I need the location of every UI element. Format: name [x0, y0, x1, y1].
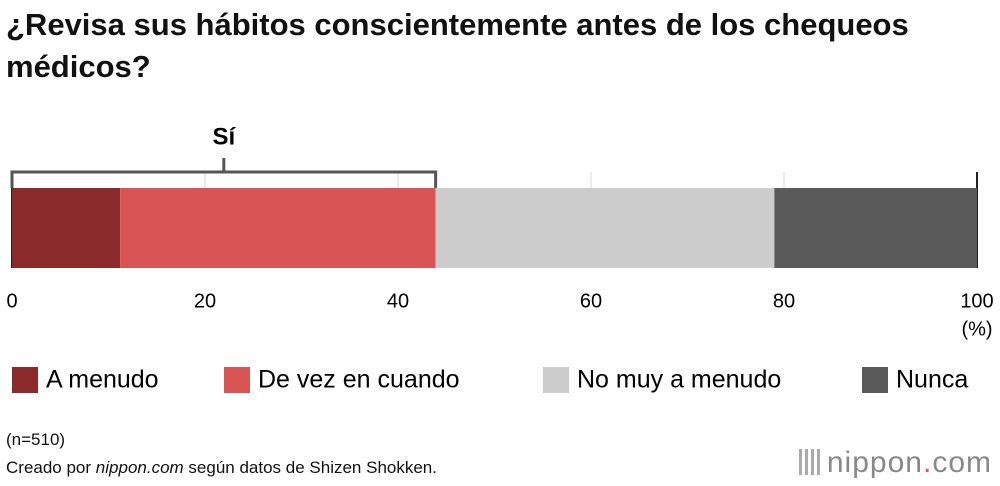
legend-label: Nunca: [896, 366, 968, 394]
logo: nippon.com: [798, 446, 992, 480]
x-tick-label: 60: [580, 290, 602, 312]
bar-segment: [435, 188, 775, 268]
legend-label: No muy a menudo: [577, 366, 781, 394]
legend-swatch: [224, 367, 250, 393]
x-tick-label: 20: [194, 290, 216, 312]
x-tick-label: 100: [960, 290, 993, 312]
source-site: nippon.com: [95, 458, 184, 477]
legend-label: A menudo: [46, 366, 159, 394]
unit-label: (%): [961, 318, 992, 340]
bar-segment: [120, 188, 436, 268]
logo-dot: .: [922, 446, 933, 479]
legend-swatch: [12, 367, 38, 393]
legend-swatch: [543, 367, 569, 393]
x-tick-label: 80: [773, 290, 795, 312]
source: Creado por nippon.com según datos de Shi…: [6, 458, 437, 478]
sample-note: (n=510): [6, 430, 66, 449]
x-tick-label: 40: [387, 290, 409, 312]
annotation: Sí: [212, 123, 236, 150]
legend-label: De vez en cuando: [258, 366, 460, 394]
bar-segment: [774, 188, 977, 268]
logo-text: com: [932, 446, 992, 479]
logo-icon: [798, 449, 821, 475]
legend-swatch: [862, 367, 888, 393]
x-tick-label: 0: [6, 290, 17, 312]
source-text: Creado por: [6, 458, 92, 477]
source-text: según datos de Shizen Shokken.: [188, 458, 437, 477]
chart-title: ¿Revisa sus hábitos conscientemente ante…: [6, 7, 909, 84]
bar-segment: [12, 188, 121, 268]
logo-text: nippon: [826, 446, 923, 479]
bracket: [10, 158, 438, 188]
